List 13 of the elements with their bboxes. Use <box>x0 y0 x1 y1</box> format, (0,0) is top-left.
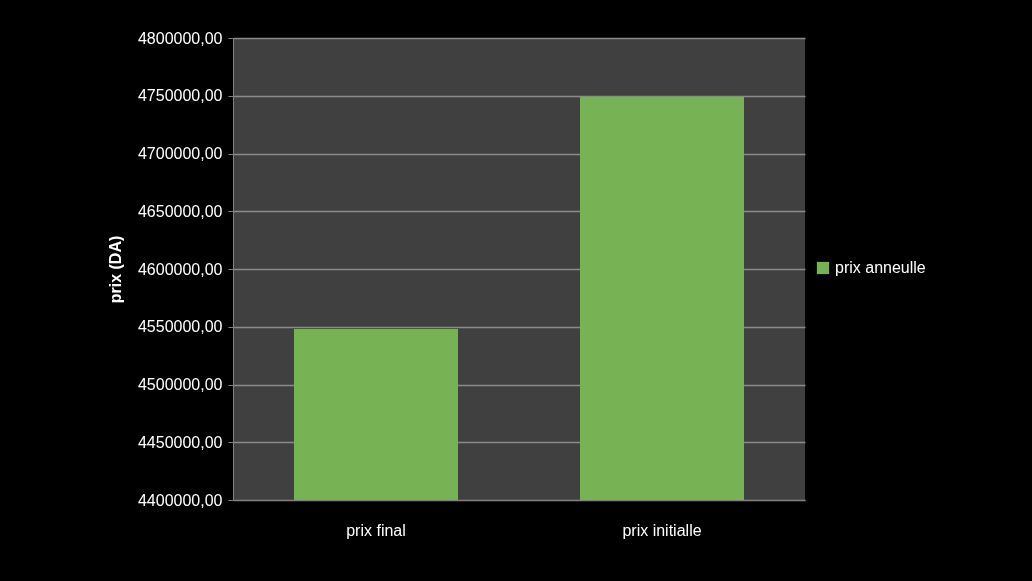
y-tick-label: 4600000,00 <box>137 260 223 278</box>
y-tick-label: 4700000,00 <box>137 145 223 162</box>
y-tick-label: 4500000,00 <box>137 376 223 393</box>
y-tick-label: 4800000,00 <box>137 29 223 47</box>
y-tick-label: 4550000,00 <box>137 318 223 336</box>
y-tick-label: 4750000,00 <box>137 87 223 105</box>
legend-label: prix anneulle <box>835 259 926 276</box>
y-tick-label: 4450000,00 <box>137 433 223 451</box>
x-tick-label: prix initialle <box>622 521 702 539</box>
y-tick-label: 4400000,00 <box>137 491 223 509</box>
y-axis-title: prix (DA) <box>106 235 124 304</box>
x-tick-label: prix final <box>346 521 406 539</box>
y-tick-label: 4650000,00 <box>137 202 223 220</box>
